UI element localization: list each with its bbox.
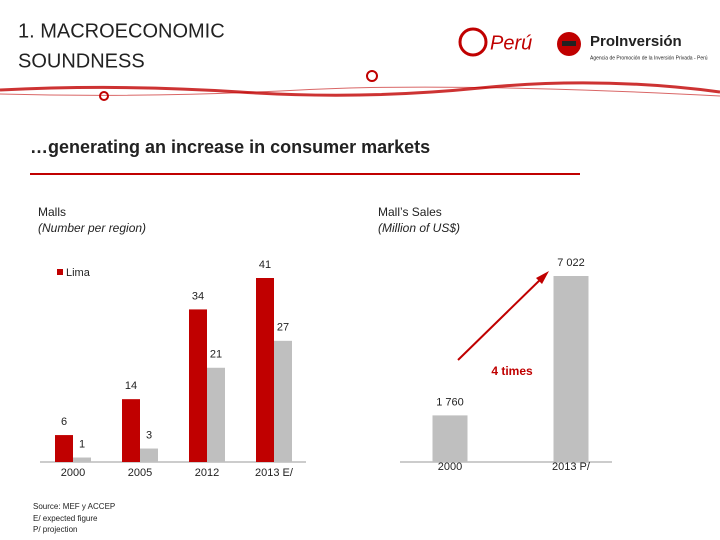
value-label: 27 [277,322,289,334]
note: E/ expected figure [33,514,98,523]
bar [189,309,207,462]
x-tick-label: 2013 E/ [255,467,294,479]
bar [140,448,158,462]
x-tick-label: 2000 [438,461,462,473]
value-label: 21 [210,349,222,361]
x-tick-label: 2005 [128,467,152,479]
chart-subtitle: (Million of US$) [378,221,460,235]
bar [553,276,589,462]
logo-proinversion-mark [562,41,576,46]
bar [55,435,73,462]
bar [207,367,225,462]
legend-label: Lima [66,267,91,279]
logo-proinversion: ProInversión [590,33,682,50]
annotation: 4 times [491,364,533,378]
chart-subtitle: (Number per region) [38,221,146,235]
slide-title: SOUNDNESS [18,50,145,72]
legend-swatch [57,269,63,275]
slide-title: 1. MACROECONOMIC [18,20,225,42]
value-label: 41 [259,259,271,271]
value-label: 14 [125,380,137,392]
x-tick-label: 2013 P/ [552,461,591,473]
logo-peru: Perú [490,32,532,54]
decor-circle [99,91,109,101]
annotation-arrowhead [536,271,549,284]
bar [256,278,274,462]
chart-title: Mall’s Sales [378,205,442,219]
note: P/ projection [33,525,77,534]
decor-circle [366,70,378,82]
bar [73,457,91,462]
decor-wave [0,86,720,97]
value-label: 1 [79,438,85,450]
x-tick-label: 2000 [61,467,85,479]
chart-title: Malls [38,205,66,219]
value-label: 1 760 [436,396,464,408]
charts: Malls (Number per region) 2000 61 2005 14 3 201… [38,205,612,479]
logo-tagline: Agencia de Promoción de la Inversión Pri… [590,55,708,61]
x-tick-label: 2012 [195,467,219,479]
value-label: 6 [61,416,67,428]
value-label: 34 [192,290,204,302]
subtitle: …generating an increase in consumer mark… [30,137,430,157]
decor-wave [0,81,720,97]
value-label: 7 022 [557,257,585,269]
annotation-arrow [457,275,545,361]
bar [122,399,140,462]
note: Source: MEF y ACCEP [33,502,115,511]
bar [432,415,468,462]
logo-peru-swirl [458,27,488,57]
value-label: 3 [146,429,152,441]
bar [274,340,292,462]
